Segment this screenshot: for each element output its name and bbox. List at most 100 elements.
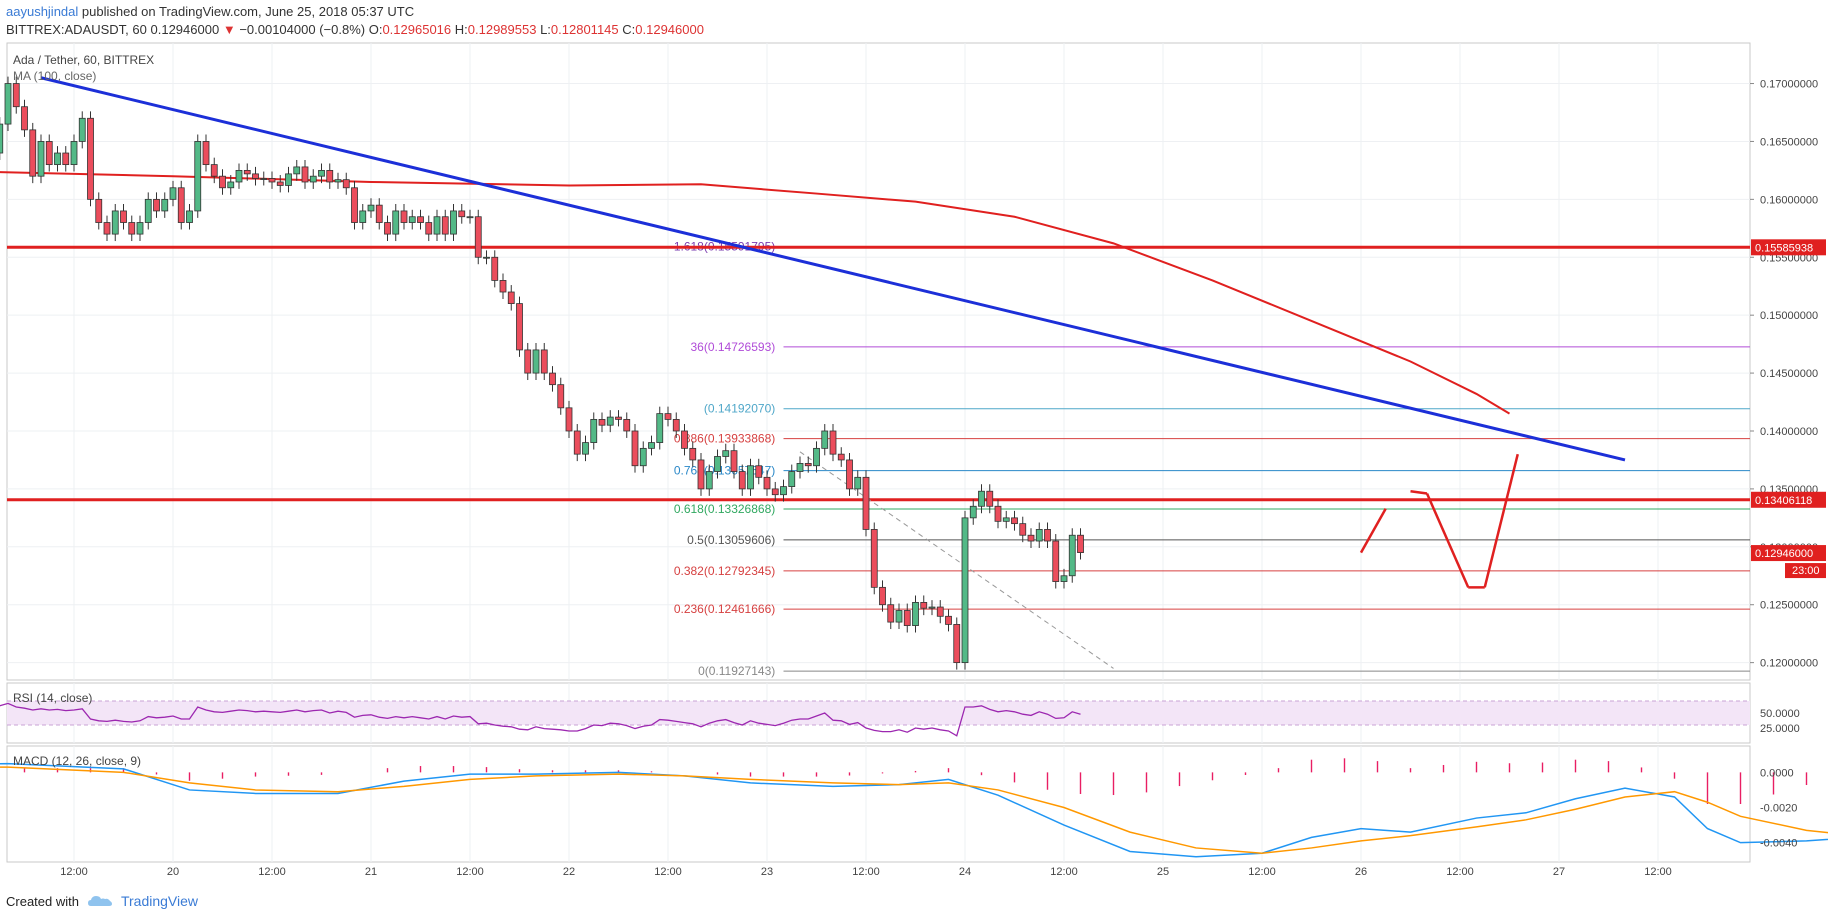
- author-link[interactable]: aayushjindal: [6, 4, 79, 19]
- candle-up: [714, 456, 721, 472]
- candle-down: [474, 216, 482, 258]
- candle-down: [62, 152, 70, 166]
- candle-down: [623, 419, 631, 432]
- candle-down: [301, 166, 309, 183]
- rsi-label: RSI (14, close): [13, 691, 92, 705]
- candle-up: [796, 463, 804, 472]
- candle-up: [606, 416, 614, 426]
- candle-down: [631, 430, 639, 467]
- price-tick-label: 0.14500000: [1760, 368, 1818, 380]
- candle-down: [219, 175, 226, 189]
- candle-up: [161, 198, 169, 212]
- projection-stroke: [1425, 493, 1470, 588]
- candle-down: [1019, 523, 1027, 536]
- rsi-tick-label: 25.0000: [1760, 723, 1800, 735]
- candle-up: [227, 181, 235, 189]
- last-price-text: 0.12946000: [150, 22, 220, 37]
- candle-down: [210, 164, 218, 177]
- candle-down: [837, 453, 845, 461]
- candle-up: [285, 173, 292, 186]
- candle-up: [854, 476, 862, 490]
- candle-down: [516, 303, 523, 351]
- candle-up: [705, 471, 713, 490]
- time-tick-label: 22: [563, 866, 575, 878]
- candle-down: [879, 586, 886, 606]
- candle-down: [95, 198, 103, 223]
- time-tick-label: 12:00: [1050, 866, 1078, 878]
- fib-level-label: 0.236(0.12461666): [674, 602, 775, 616]
- price-tick-label: 0.12000000: [1760, 658, 1818, 670]
- candle-up: [648, 442, 655, 449]
- candle-down: [573, 430, 581, 455]
- time-tick-label: 20: [167, 866, 179, 878]
- candle-up: [4, 83, 12, 125]
- publish-header: aayushjindal published on TradingView.co…: [0, 0, 1828, 40]
- ohlc-line: BITTREX:ADAUSDT, 60 0.12946000 ▼ −0.0010…: [6, 23, 704, 37]
- candle-up: [70, 141, 78, 166]
- candle-up: [78, 117, 86, 142]
- candle-up: [0, 123, 4, 154]
- candle-up: [656, 413, 664, 443]
- candle-up: [639, 447, 647, 467]
- down-arrow-icon: ▼: [222, 22, 236, 37]
- projection-stroke: [1359, 507, 1387, 554]
- candle-down: [557, 384, 565, 409]
- candle-down: [375, 204, 383, 223]
- countdown-label: 23:00: [1792, 565, 1820, 577]
- candle-up: [1035, 529, 1043, 542]
- countdown-tag: [1785, 563, 1826, 579]
- candle-up: [37, 141, 45, 177]
- candle-down: [384, 222, 391, 235]
- time-tick-label: 12:00: [456, 866, 484, 878]
- change-text: −0.00104000 (−0.8%): [239, 22, 366, 37]
- candle-up: [408, 216, 416, 223]
- candle-up: [912, 602, 919, 626]
- candle-up: [483, 256, 490, 259]
- candle-down: [664, 413, 672, 420]
- candle-up: [722, 450, 730, 457]
- candle-down: [507, 291, 515, 304]
- candle-down: [804, 463, 812, 467]
- candle-up: [466, 216, 474, 219]
- candle-down: [1077, 534, 1084, 554]
- candle-up: [969, 505, 977, 519]
- footer: Created with TradingView: [6, 893, 198, 909]
- candle-up: [590, 419, 598, 443]
- candle-down: [862, 476, 870, 530]
- rsi-tick-label: 50.0000: [1760, 708, 1800, 720]
- candle-up: [928, 606, 936, 609]
- candle-down: [87, 117, 94, 200]
- tradingview-link[interactable]: TradingView: [120, 893, 199, 909]
- candle-down: [1052, 540, 1060, 582]
- price-chart[interactable]: 0.170000000.165000000.160000000.15500000…: [0, 40, 1828, 890]
- candle-up: [961, 517, 969, 664]
- candle-down: [491, 256, 499, 281]
- candle-down: [326, 169, 334, 183]
- projection-stroke: [1410, 489, 1428, 495]
- candle-down: [887, 604, 895, 623]
- candle-up: [186, 210, 193, 223]
- candle-down: [953, 624, 961, 664]
- time-tick-label: 12:00: [852, 866, 880, 878]
- time-tick-label: 25: [1157, 866, 1169, 878]
- macd-tick-label: -0.0040: [1760, 838, 1797, 850]
- tradingview-cloud-icon: [87, 896, 112, 906]
- candle-down: [120, 210, 127, 223]
- price-tick-label: 0.16500000: [1760, 136, 1818, 148]
- candle-up: [1060, 575, 1068, 582]
- fib-level-label: 0.886(0.13933868): [674, 432, 775, 446]
- candle-up: [1002, 517, 1010, 522]
- last-price-label: 0.12946000: [1755, 548, 1813, 560]
- ma100-line: [0, 171, 1511, 415]
- downtrend-line: [40, 76, 1626, 462]
- candle-down: [12, 83, 20, 108]
- candle-up: [169, 187, 177, 200]
- candle-down: [763, 476, 771, 490]
- candle-down: [549, 372, 556, 386]
- rsi-band: [7, 701, 1750, 725]
- macd-line: [0, 762, 1828, 858]
- macd-tick-label: 0.0000: [1760, 767, 1794, 779]
- main-pane: [6, 42, 1751, 681]
- candle-up: [318, 169, 325, 177]
- candle-down: [920, 602, 928, 609]
